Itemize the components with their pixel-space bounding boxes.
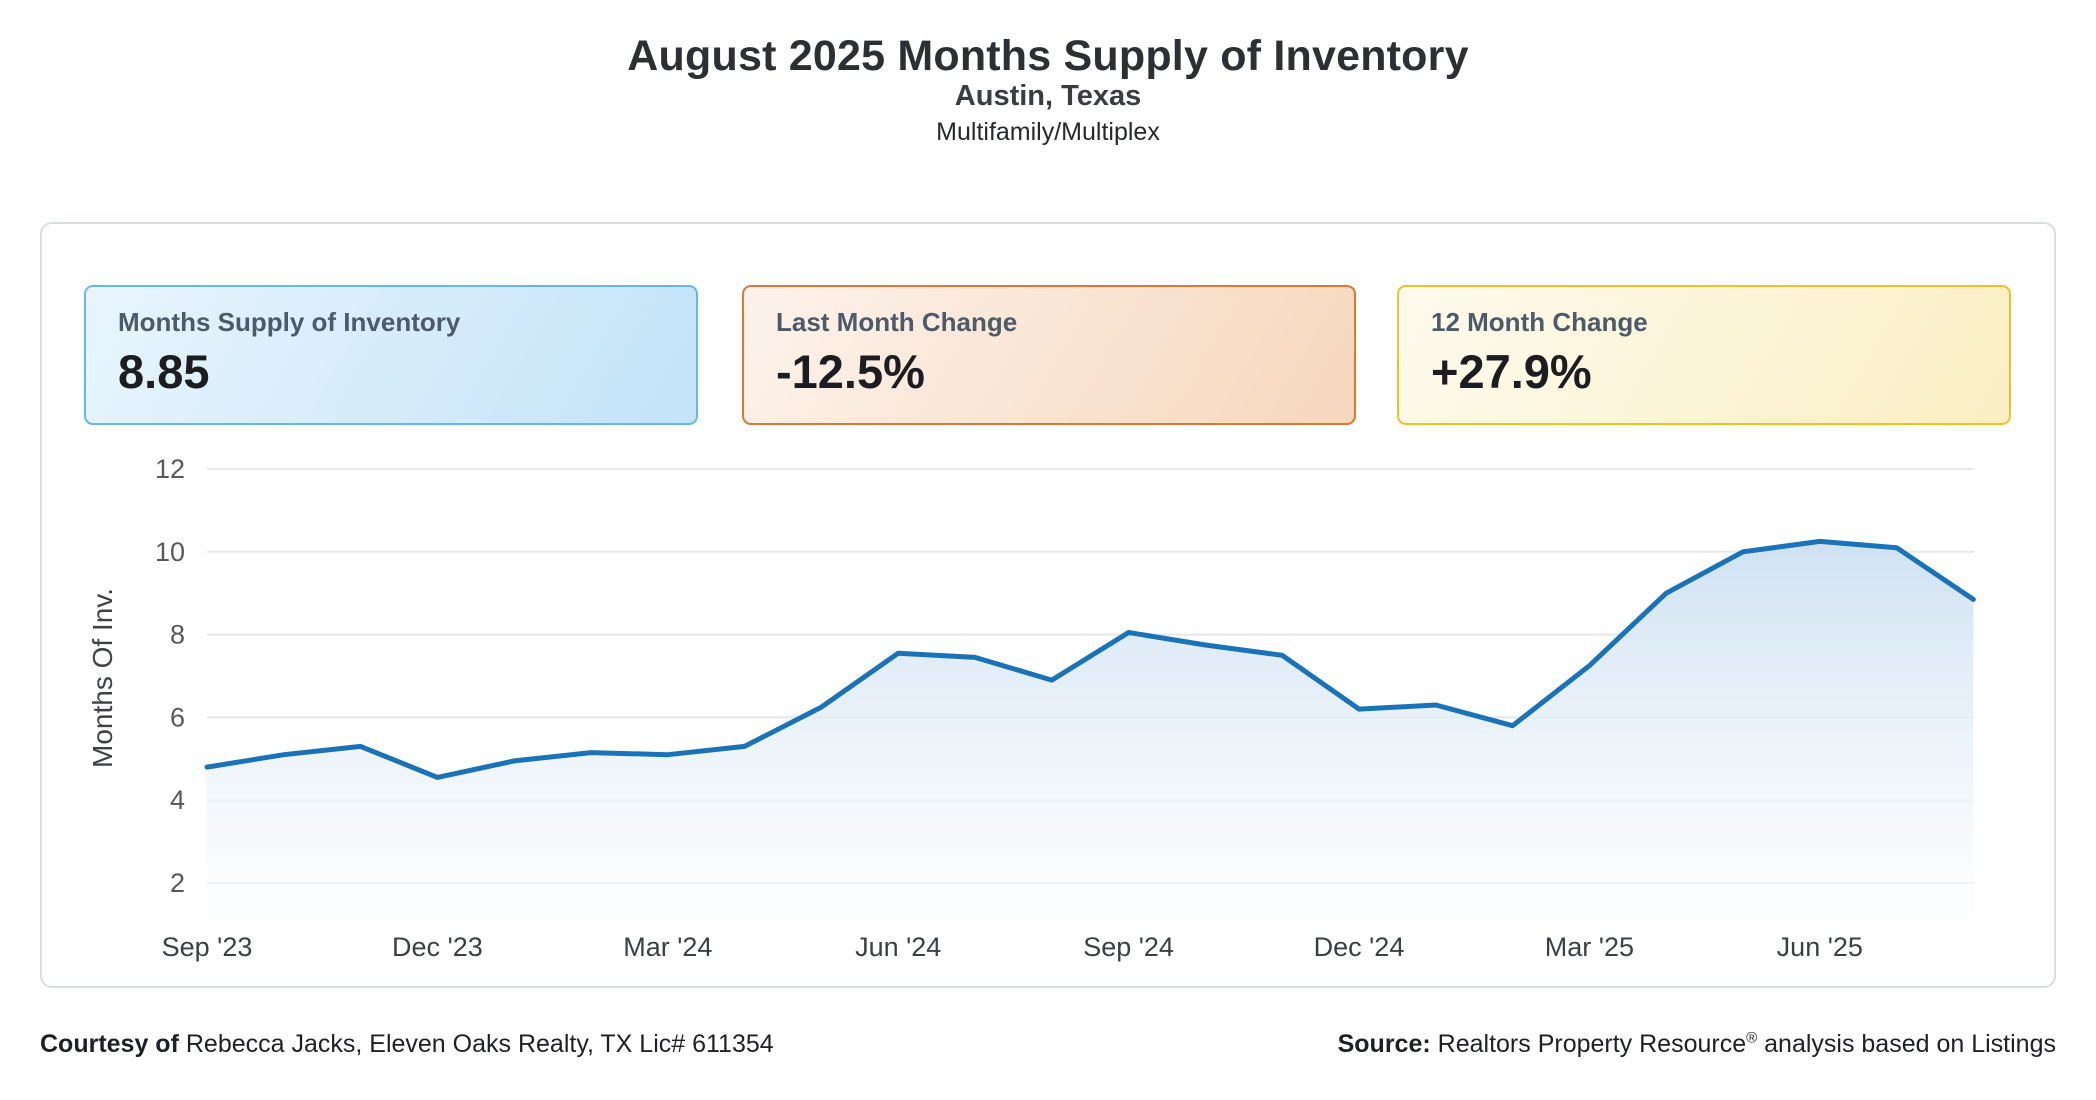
y-tick-label: 8	[170, 620, 185, 650]
y-tick-label: 4	[170, 785, 185, 815]
x-tick-label: Mar '25	[1545, 932, 1634, 962]
y-tick-label: 6	[170, 702, 185, 732]
stat-card-value: 8.85	[118, 345, 210, 399]
courtesy-value: Rebecca Jacks, Eleven Oaks Realty, TX Li…	[185, 1030, 774, 1058]
x-tick-label: Dec '23	[392, 932, 483, 962]
registered-mark: ®	[1746, 1029, 1758, 1047]
x-tick-label: Sep '23	[162, 932, 253, 962]
x-tick-label: Mar '24	[623, 932, 712, 962]
y-tick-labels: 2 4 6 8 10 12	[155, 454, 185, 898]
stat-card-label: 12 Month Change	[1431, 307, 1648, 337]
inventory-trend-chart: 2 4 6 8 10 12 Months Of Inv. Sep '23 Dec '23 Mar …	[40, 440, 2056, 980]
x-tick-label: Jun '25	[1777, 932, 1863, 962]
footer: Courtesy of Rebecca Jacks, Eleven Oaks R…	[40, 1030, 2056, 1070]
y-tick-label: 10	[155, 537, 185, 567]
stat-card-value: +27.9%	[1431, 345, 1592, 399]
x-tick-labels: Sep '23 Dec '23 Mar '24 Jun '24 Sep '24 Dec '…	[162, 932, 1863, 962]
stat-card-label: Last Month Change	[776, 307, 1018, 337]
courtesy-text: Courtesy of Rebecca Jacks, Eleven Oaks R…	[40, 1030, 774, 1059]
property-type-label: Multifamily/Multiplex	[936, 118, 1160, 146]
source-name: Realtors Property Resource	[1437, 1030, 1747, 1058]
x-tick-label: Jun '24	[855, 932, 941, 962]
stat-card-months-supply: Months Supply of Inventory 8.85	[84, 285, 698, 425]
y-tick-label: 2	[170, 868, 185, 898]
area-fill	[207, 541, 1974, 916]
stat-card-value: -12.5%	[776, 345, 925, 399]
page-title: August 2025 Months Supply of Inventory	[627, 32, 1469, 80]
y-axis-title: Months Of Inv.	[87, 588, 118, 768]
courtesy-label: Courtesy of	[40, 1030, 179, 1058]
chart-svg: 2 4 6 8 10 12 Months Of Inv. Sep '23 Dec '23 Mar …	[87, 454, 1976, 962]
x-tick-label: Dec '24	[1314, 932, 1405, 962]
stat-card-label: Months Supply of Inventory	[118, 307, 461, 337]
source-rest: analysis based on Listings	[1764, 1030, 2056, 1058]
page-subtitle: Austin, Texas	[954, 80, 1142, 112]
x-tick-label: Sep '24	[1083, 932, 1174, 962]
source-label: Source:	[1337, 1030, 1431, 1058]
trend-line	[204, 538, 1976, 780]
stat-card-last-month-change: Last Month Change -12.5%	[742, 285, 1356, 425]
stat-card-12-month-change: 12 Month Change +27.9%	[1397, 285, 2011, 425]
y-tick-label: 12	[155, 454, 185, 484]
stat-cards-row: Months Supply of Inventory 8.85 Last Mon…	[40, 285, 2056, 425]
source-text: Source: Realtors Property Resource® anal…	[1338, 1030, 2056, 1059]
